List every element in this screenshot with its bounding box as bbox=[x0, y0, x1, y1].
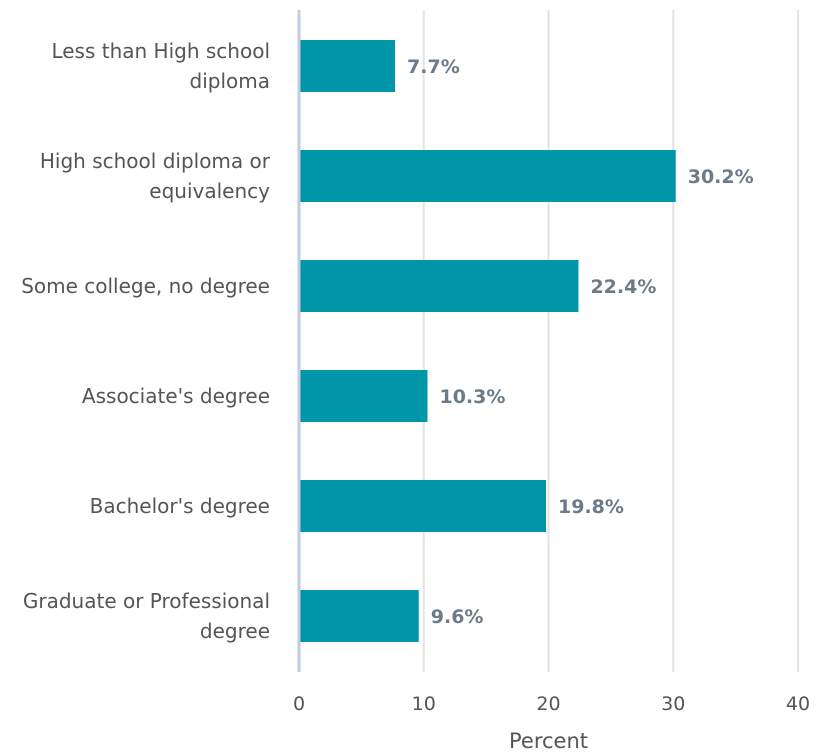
bar-1 bbox=[300, 150, 676, 202]
x-axis-title: Percent bbox=[509, 729, 588, 753]
category-label-2: Some college, no degree bbox=[21, 274, 270, 298]
bar-0 bbox=[300, 40, 396, 92]
data-label-0: 7.7% bbox=[407, 56, 460, 78]
data-label-4: 19.8% bbox=[558, 496, 624, 518]
x-tick-label-0: 0 bbox=[293, 693, 305, 715]
x-tick-label-30: 30 bbox=[661, 693, 685, 715]
data-label-2: 22.4% bbox=[590, 276, 656, 298]
bar-2 bbox=[300, 260, 579, 312]
x-tick-label-10: 10 bbox=[412, 693, 436, 715]
data-label-3: 10.3% bbox=[439, 386, 505, 408]
category-label-1: High school diploma or equivalency bbox=[40, 149, 271, 203]
category-labels: Less than High school diploma High school … bbox=[21, 39, 271, 643]
bar-5 bbox=[300, 590, 419, 642]
data-label-1: 30.2% bbox=[688, 166, 754, 188]
x-tick-labels: 0 10 20 30 40 bbox=[293, 693, 810, 715]
bar-4 bbox=[300, 480, 547, 532]
bars: 7.7% 30.2% 22.4% 10.3% 19.8% 9.6% bbox=[300, 40, 754, 642]
data-label-5: 9.6% bbox=[431, 606, 484, 628]
category-label-3: Associate's degree bbox=[82, 384, 270, 408]
x-tick-label-40: 40 bbox=[786, 693, 810, 715]
category-label-4: Bachelor's degree bbox=[90, 494, 270, 518]
category-label-0: Less than High school diploma bbox=[51, 39, 270, 93]
bar-3 bbox=[300, 370, 428, 422]
x-tick-label-20: 20 bbox=[536, 693, 560, 715]
grid-lines bbox=[422, 10, 799, 672]
category-label-5: Graduate or Professional degree bbox=[23, 589, 270, 643]
